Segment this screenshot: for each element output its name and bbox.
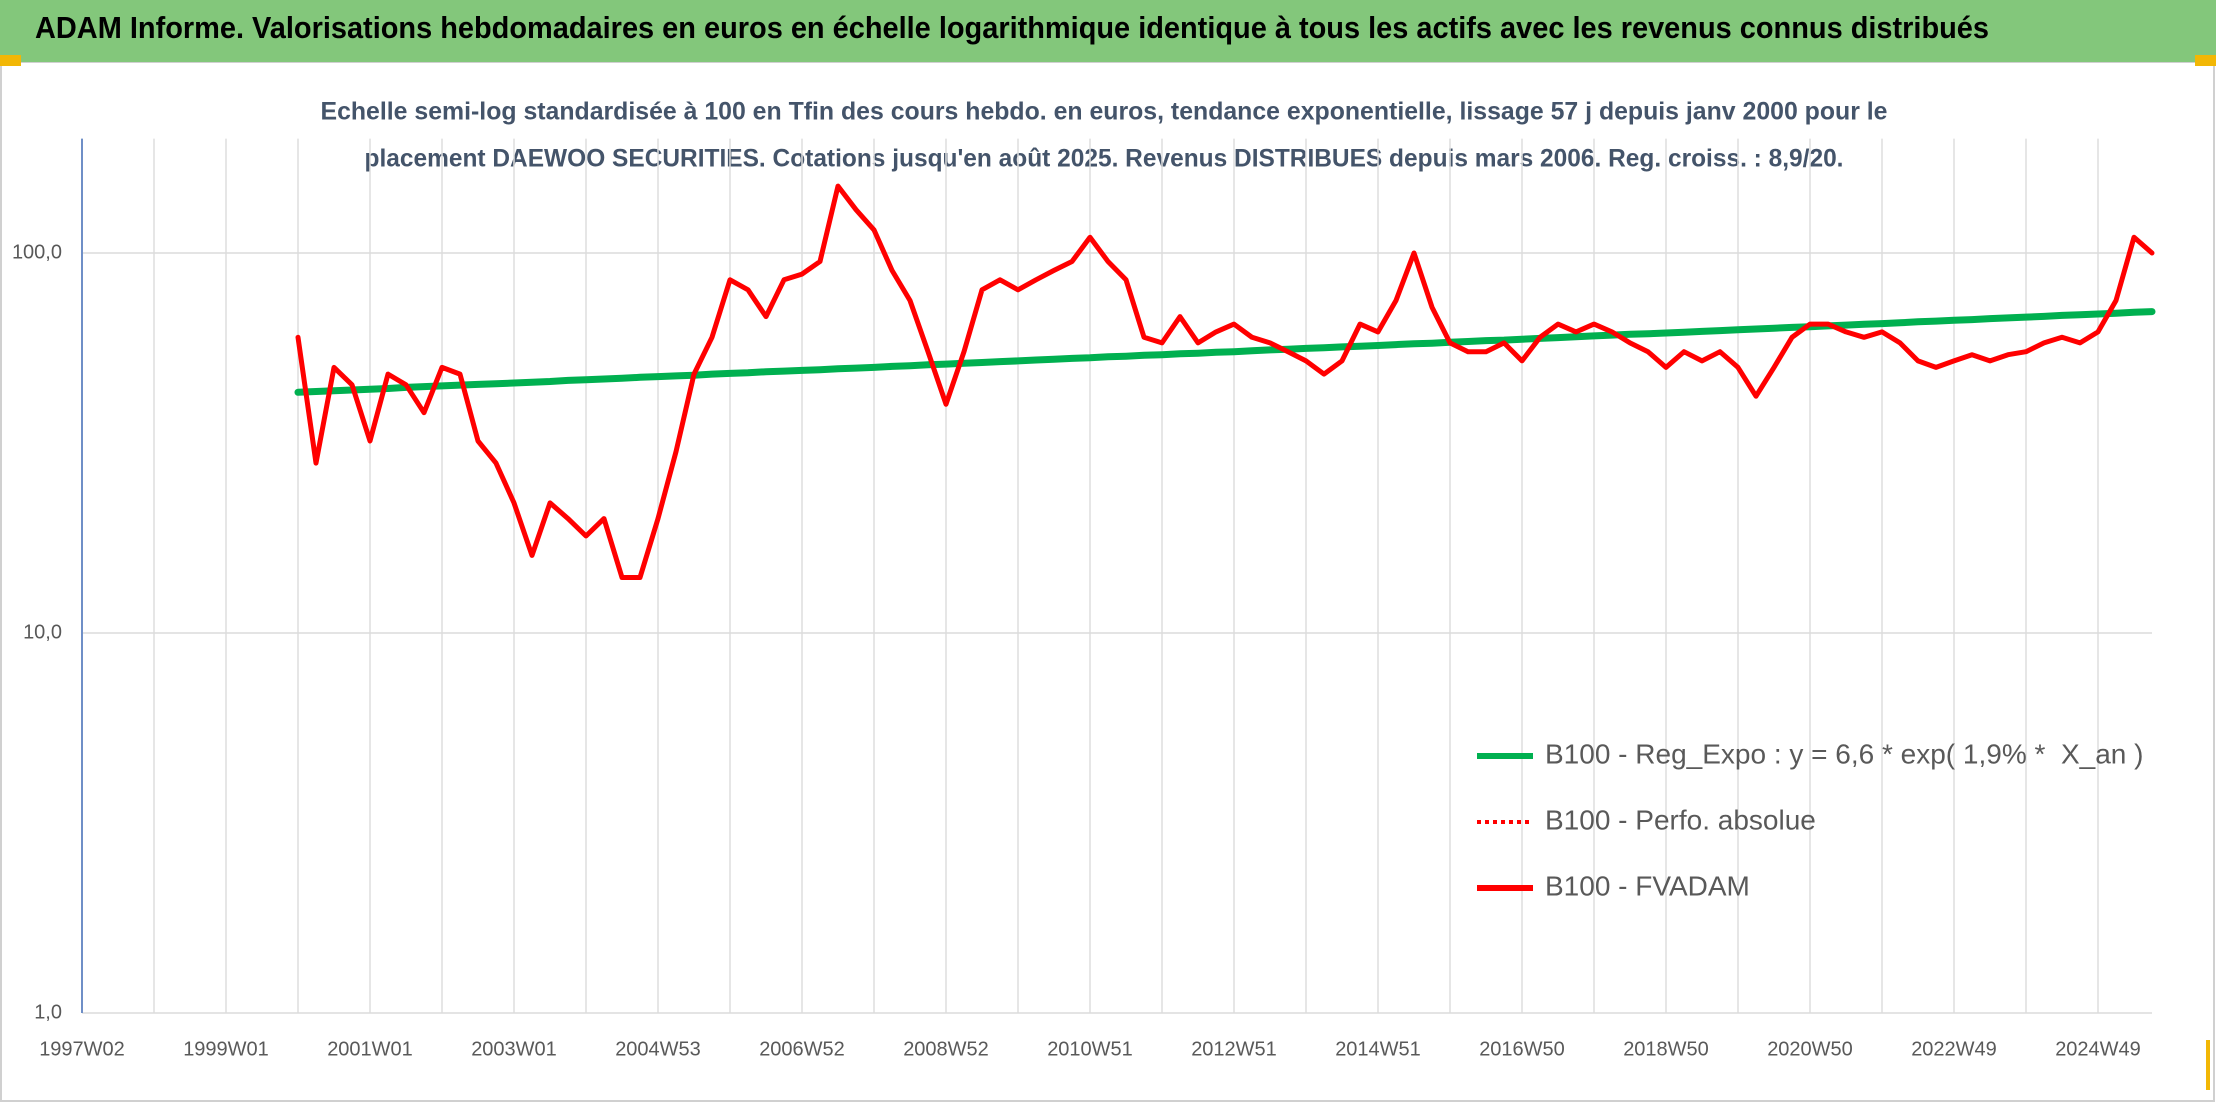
corner-mark [2195, 55, 2216, 66]
x-tick-label: 2024W49 [2055, 1038, 2141, 1060]
series-line [295, 183, 2155, 580]
legend-label: B100 - Perfo. absolue [1545, 804, 1816, 835]
y-tick-label: 10,0 [23, 621, 62, 643]
legend-label: B100 - FVADAM [1545, 870, 1750, 901]
header-bar [0, 0, 2216, 62]
series-line [294, 308, 2156, 396]
y-tick-label: 100,0 [12, 241, 62, 263]
chart-title: placement DAEWOO SECURITIES. Cotations j… [365, 145, 1844, 173]
x-tick-label: 2006W52 [759, 1038, 845, 1060]
x-tick-label: 2020W50 [1767, 1038, 1853, 1060]
edge-mark [2206, 1040, 2210, 1090]
x-tick-label: 1997W02 [39, 1038, 125, 1060]
corner-mark [0, 55, 21, 66]
x-tick-label: 2008W52 [903, 1038, 989, 1060]
x-tick-label: 2003W01 [471, 1038, 557, 1060]
plot-lines [294, 183, 2156, 580]
legend: B100 - Reg_Expo : y = 6,6 * exp( 1,9% * … [1477, 738, 2143, 901]
x-tick-label: 2012W51 [1191, 1038, 1277, 1060]
x-tick-label: 2010W51 [1047, 1038, 1133, 1060]
legend-label: B100 - Reg_Expo : y = 6,6 * exp( 1,9% * … [1545, 738, 2143, 769]
y-tick-label: 1,0 [34, 1001, 62, 1023]
x-tick-label: 2022W49 [1911, 1038, 1997, 1060]
grid: 1997W02 1999W01 2001W01 2003W01 2004W53 2006W… [12, 138, 2152, 1060]
x-tick-label: 2014W51 [1335, 1038, 1421, 1060]
x-tick-label: 1999W01 [183, 1038, 269, 1060]
chart-title: Echelle semi-log standardisée à 100 en T… [321, 98, 1888, 126]
x-tick-label: 2016W50 [1479, 1038, 1565, 1060]
header-title: ADAM Informe. Valorisations hebdomadaire… [35, 10, 1989, 45]
x-tick-label: 2001W01 [327, 1038, 413, 1060]
x-tick-label: 2004W53 [615, 1038, 701, 1060]
x-tick-label: 2018W50 [1623, 1038, 1709, 1060]
